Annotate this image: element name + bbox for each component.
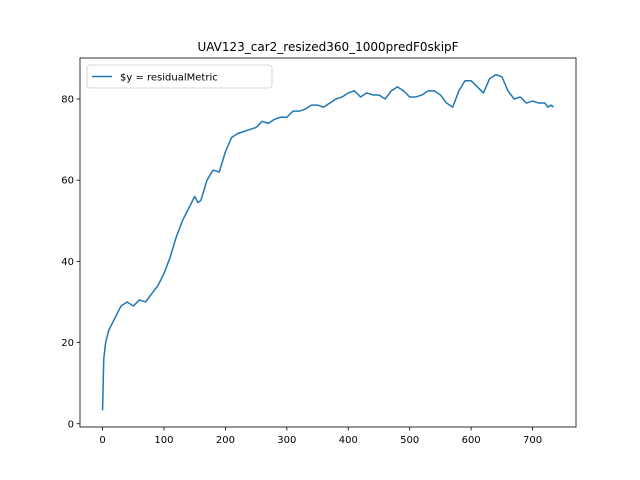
x-tick-label: 0 (99, 435, 105, 446)
x-tick-label: 500 (400, 435, 419, 446)
x-tick-label: 600 (462, 435, 481, 446)
y-tick-label: 0 (68, 419, 74, 430)
x-tick-label: 100 (154, 435, 173, 446)
y-tick-label: 40 (61, 257, 74, 268)
y-tick-label: 20 (61, 338, 74, 349)
y-tick-label: 80 (61, 95, 74, 106)
axes-frame (79, 57, 577, 428)
legend-label: $y = residualMetric (120, 73, 218, 84)
x-tick-label: 400 (339, 435, 358, 446)
x-tick-label: 300 (277, 435, 296, 446)
chart-title: UAV123_car2_resized360_1000predF0skipF (197, 40, 458, 54)
y-tick-label: 60 (61, 176, 74, 187)
x-tick-label: 200 (216, 435, 235, 446)
legend-box (86, 64, 273, 89)
x-tick-label: 700 (523, 435, 542, 446)
data-line (101, 73, 554, 411)
